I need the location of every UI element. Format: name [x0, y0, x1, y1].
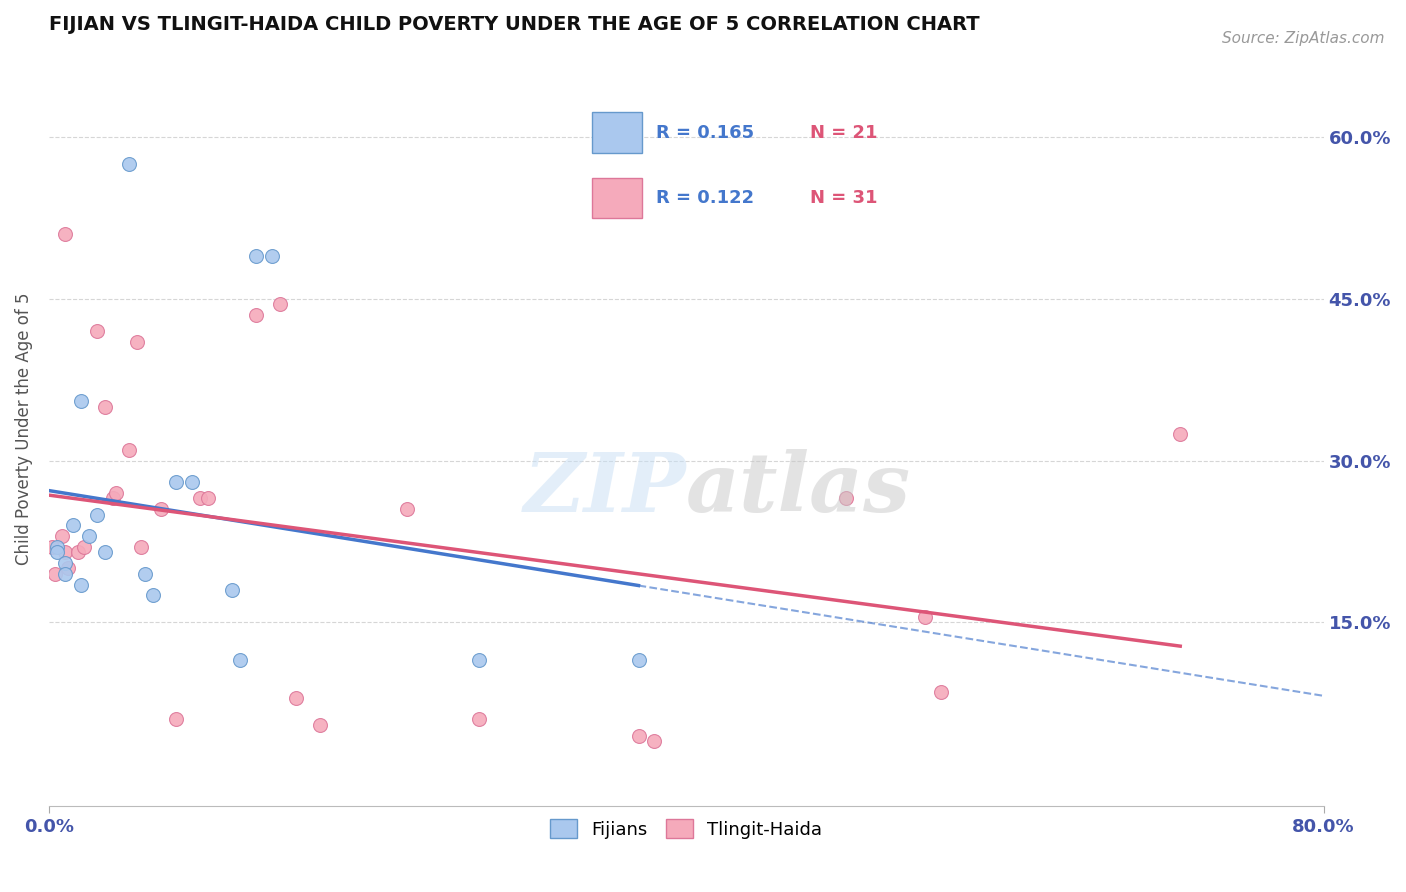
Point: [44, 566, 66, 581]
Point: [165, 475, 187, 490]
Point: [53, 545, 76, 559]
Point: [165, 713, 187, 727]
Point: [197, 491, 219, 506]
Point: [73, 540, 96, 554]
Point: [66, 545, 89, 559]
Point: [69, 577, 91, 591]
Point: [269, 297, 291, 311]
Point: [53, 566, 76, 581]
Point: [117, 157, 139, 171]
Point: [1168, 426, 1191, 441]
Point: [77, 529, 100, 543]
Point: [914, 610, 936, 624]
Point: [834, 491, 856, 506]
Point: [627, 653, 650, 667]
Point: [643, 734, 665, 748]
Text: ZIP: ZIP: [523, 449, 686, 529]
Point: [125, 334, 148, 349]
Point: [117, 442, 139, 457]
Point: [101, 491, 124, 506]
Point: [141, 589, 163, 603]
Point: [53, 227, 76, 242]
Point: [188, 491, 211, 506]
Point: [53, 556, 76, 570]
Point: [627, 729, 650, 743]
Point: [86, 508, 108, 522]
Point: [308, 718, 330, 732]
Point: [134, 566, 156, 581]
Point: [260, 249, 283, 263]
Point: [396, 502, 419, 516]
Text: atlas: atlas: [686, 449, 911, 529]
Legend: Fijians, Tlingit-Haida: Fijians, Tlingit-Haida: [543, 812, 830, 846]
Point: [45, 545, 67, 559]
Point: [245, 249, 267, 263]
Point: [221, 582, 243, 597]
Y-axis label: Child Poverty Under the Age of 5: Child Poverty Under the Age of 5: [15, 292, 32, 565]
Point: [229, 653, 252, 667]
Point: [45, 540, 67, 554]
Point: [56, 561, 79, 575]
Point: [284, 690, 307, 705]
Point: [51, 529, 73, 543]
Point: [93, 545, 115, 559]
Point: [41, 540, 63, 554]
Point: [181, 475, 204, 490]
Point: [245, 308, 267, 322]
Point: [93, 400, 115, 414]
Point: [468, 713, 491, 727]
Point: [468, 653, 491, 667]
Point: [929, 685, 952, 699]
Point: [149, 502, 172, 516]
Text: Source: ZipAtlas.com: Source: ZipAtlas.com: [1222, 31, 1385, 46]
Point: [62, 518, 84, 533]
Point: [131, 540, 153, 554]
Point: [69, 394, 91, 409]
Point: [86, 324, 108, 338]
Text: FIJIAN VS TLINGIT-HAIDA CHILD POVERTY UNDER THE AGE OF 5 CORRELATION CHART: FIJIAN VS TLINGIT-HAIDA CHILD POVERTY UN…: [49, 15, 980, 34]
Point: [104, 486, 127, 500]
